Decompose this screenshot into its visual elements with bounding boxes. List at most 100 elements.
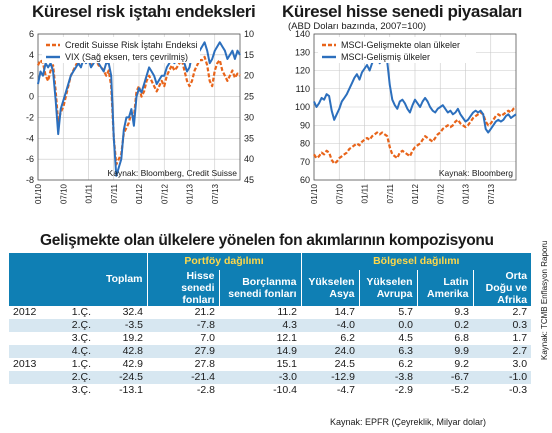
cell-value: 7.0 <box>147 332 219 345</box>
cell-value: 3.0 <box>473 358 532 371</box>
table-row: 2012 1.Ç. 32.4 21.2 11.2 14.7 5.7 9.3 2.7 <box>9 306 532 319</box>
legend-label: MSCI-Gelişmiş ülkeler <box>341 52 430 62</box>
cell-value: 4.5 <box>359 332 417 345</box>
x-tick-label: 01/10 <box>310 183 319 204</box>
y-tick-label: 4 <box>29 50 34 60</box>
cell-value: 9.2 <box>417 358 473 371</box>
y2-tick-label: 45 <box>244 175 254 185</box>
header-latin-america: Latin Amerika <box>416 270 473 306</box>
cell-value: -3.0 <box>219 371 301 384</box>
cell-value: -4.0 <box>301 319 359 332</box>
header-portfolio-group: Portföy dağılımı <box>146 253 301 270</box>
fund-flows-table: Toplam Portföy dağılımı Bölgesel dağılım… <box>9 253 532 397</box>
y2-tick-label: 40 <box>244 154 254 164</box>
cell-value: -2.8 <box>147 384 219 397</box>
cell-value: -7.8 <box>147 319 219 332</box>
cell-value: 27.8 <box>147 358 219 371</box>
right-chart-title: Küresel hisse senedi piyasaları <box>282 2 522 21</box>
cell-value: 24.0 <box>301 345 359 358</box>
cell-value: -0.3 <box>473 384 532 397</box>
x-tick-label: 01/13 <box>462 183 471 204</box>
cell-value: 5.7 <box>359 306 417 319</box>
y-tick-label: 6 <box>29 29 34 39</box>
cell-quarter: 3.Ç. <box>49 332 95 345</box>
x-tick-label: 07/12 <box>160 183 169 204</box>
cell-value: 0.0 <box>359 319 417 332</box>
x-tick-label: 07/13 <box>487 183 496 204</box>
cell-value: -21.4 <box>147 371 219 384</box>
cell-value: 24.5 <box>301 358 359 371</box>
header-equity-funds: Hisse senedi fonları <box>146 270 219 306</box>
legend-label: MSCI-Gelişmekte olan ülkeler <box>341 40 460 50</box>
legend-box <box>318 37 476 63</box>
table-row: 3.Ç. 19.2 7.0 12.1 6.2 4.5 6.8 1.7 <box>9 332 532 345</box>
table-row: 2.Ç. -3.5 -7.8 4.3 -4.0 0.0 0.2 0.3 <box>9 319 532 332</box>
chart-source: Kaynak: Bloomberg, Credit Suisse <box>108 168 238 178</box>
left-chart-title: Küresel risk iştahı endeksleri <box>32 2 256 21</box>
plot-frame <box>37 33 241 181</box>
cell-quarter: 3.Ç. <box>49 384 95 397</box>
y-tick-label: 110 <box>296 84 310 94</box>
legend: MSCI-Gelişmekte olan ülkeler MSCI-Gelişmi… <box>318 37 476 63</box>
y-tick-label: 70 <box>300 157 310 167</box>
x-tick-label: 07/10 <box>335 183 344 204</box>
table-source: Kaynak: EPFR (Çeyreklik, Milyar dolar) <box>330 417 487 427</box>
cell-value: 6.3 <box>359 345 417 358</box>
cell-year <box>9 319 49 332</box>
table-row: 2.Ç. -24.5 -21.4 -3.0 -12.9 -3.8 -6.7 -1.0 <box>9 371 532 384</box>
cell-value: 6.2 <box>301 332 359 345</box>
y-tick-label: 140 <box>295 29 310 39</box>
cell-value: -10.4 <box>219 384 301 397</box>
cell-quarter: 1.Ç. <box>49 306 95 319</box>
header-emerging-asia: Yükselen Asya <box>300 270 359 306</box>
cell-value: 9.3 <box>417 306 473 319</box>
series-line <box>37 41 241 177</box>
cell-value: 15.1 <box>219 358 301 371</box>
y-tick-label: -6 <box>26 154 34 164</box>
cell-value: -2.9 <box>359 384 417 397</box>
table-title: Gelişmekte olan ülkelere yönelen fon akı… <box>40 232 494 249</box>
cell-value: 42.9 <box>95 358 147 371</box>
equity-markets-chart: 60 70 80 90 100 110 120 130 140 01/10 07/10 01/11 07… <box>295 29 517 204</box>
y-tick-label: 80 <box>300 139 310 149</box>
y-tick-label: -8 <box>26 175 34 185</box>
cell-value: -13.1 <box>95 384 147 397</box>
y2-tick-label: 35 <box>244 133 254 143</box>
header-blank <box>49 253 95 270</box>
cell-year <box>9 345 49 358</box>
cell-value: 14.9 <box>219 345 301 358</box>
cell-value: 32.4 <box>95 306 147 319</box>
y-tick-label: 120 <box>295 66 310 76</box>
x-tick-label: 01/12 <box>411 183 420 204</box>
y2-tick-label: 15 <box>244 50 254 60</box>
cell-value: 2.7 <box>473 306 532 319</box>
cell-year <box>9 384 49 397</box>
y-tick-label: -4 <box>26 133 34 143</box>
x-tick-label: 01/10 <box>34 183 43 204</box>
y2-tick-label: 10 <box>244 29 254 39</box>
header-blank <box>9 253 49 270</box>
x-tick-label: 07/11 <box>386 183 395 203</box>
header-emerging-europe: Yükselen Avrupa <box>358 270 417 306</box>
legend-label: VIX (Sağ eksen, ters çevrilmiş) <box>65 52 188 62</box>
legend-label: Credit Suisse Risk İştahı Endeksi <box>65 40 198 50</box>
y-tick-label: 0 <box>29 92 34 102</box>
cell-value: 42.8 <box>95 345 147 358</box>
cell-value: 4.3 <box>219 319 301 332</box>
cell-quarter: 4.Ç. <box>49 345 95 358</box>
y-tick-label: 2 <box>29 71 34 81</box>
cell-value: 1.7 <box>473 332 532 345</box>
cell-value: 6.8 <box>417 332 473 345</box>
risk-appetite-chart: -8 -6 -4 -2 0 2 4 6 10 15 20 25 30 35 40 45 01/10 07/10 01… <box>26 29 254 204</box>
cell-value: -5.2 <box>417 384 473 397</box>
y-tick-label: 90 <box>300 120 310 130</box>
y-tick-label: 60 <box>300 175 310 185</box>
header-regional-group: Bölgesel dağılımı <box>300 253 532 270</box>
cell-value: 0.2 <box>417 319 473 332</box>
cell-value: -3.5 <box>95 319 147 332</box>
cell-quarter: 2.Ç. <box>49 371 95 384</box>
chart-source: Kaynak: Bloomberg <box>439 168 513 178</box>
cell-value: 9.9 <box>417 345 473 358</box>
cell-value: 12.1 <box>219 332 301 345</box>
table-row: 3.Ç. -13.1 -2.8 -10.4 -4.7 -2.9 -5.2 -0.3 <box>9 384 532 397</box>
